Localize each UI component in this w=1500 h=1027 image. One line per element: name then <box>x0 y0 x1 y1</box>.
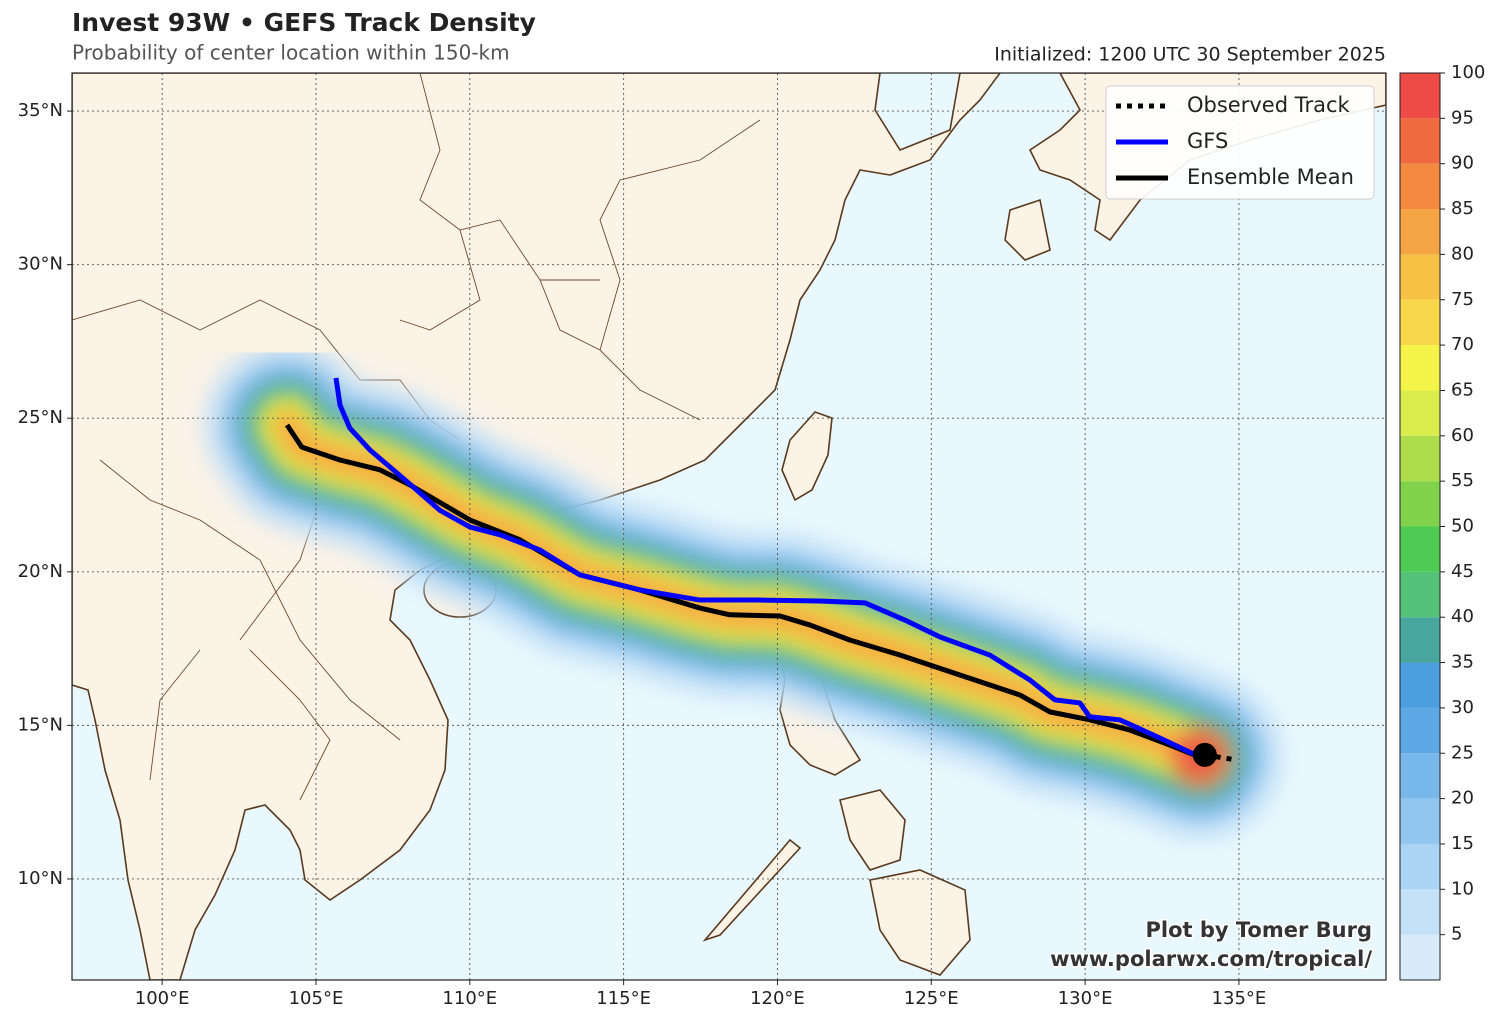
track <box>284 423 1201 760</box>
credit-url: www.polarwx.com/tropical/ <box>1050 947 1372 971</box>
x-tick-label: 110°E <box>442 988 497 1009</box>
legend-label: Observed Track <box>1187 93 1350 117</box>
current-position <box>1192 742 1217 767</box>
legend-label: GFS <box>1187 129 1228 153</box>
track <box>1204 752 1236 763</box>
colorbar-label: 95 <box>1451 107 1474 128</box>
title: Invest 93W • GEFS Track Density <box>72 8 536 37</box>
colorbar-bin <box>1400 390 1440 436</box>
colorbar-bin <box>1400 481 1440 527</box>
colorbar-label: 100 <box>1451 62 1485 83</box>
tracks <box>284 377 1236 767</box>
map-area <box>72 73 1386 980</box>
colorbar-bin <box>1400 707 1440 754</box>
x-tick-label: 135°E <box>1212 988 1267 1009</box>
colorbar-bin <box>1400 571 1440 618</box>
colorbar-bin <box>1400 345 1440 391</box>
colorbar-label: 65 <box>1451 379 1474 400</box>
y-tick-label: 25°N <box>18 407 63 428</box>
colorbar-bin <box>1400 118 1440 164</box>
mindanao <box>869 869 971 976</box>
colorbar: 5 10 15 20 25 30 35 40 45 50 55 60 65 70 75 80 85 90 95 100 <box>1399 62 1485 981</box>
borders <box>72 73 761 801</box>
colorbar-label: 60 <box>1451 425 1474 446</box>
colorbar-bin <box>1400 662 1440 708</box>
legend-box <box>1105 85 1375 200</box>
palawan <box>702 838 802 942</box>
colorbar-bin <box>1400 254 1440 300</box>
kyushu <box>1004 198 1051 261</box>
init-time: Initialized: 1200 UTC 30 September 2025 <box>994 44 1386 66</box>
x-tick-label: 100°E <box>135 988 190 1009</box>
colorbar-label: 20 <box>1451 788 1474 809</box>
track <box>333 377 1201 760</box>
colorbar-bin <box>1400 889 1440 935</box>
colorbar-label: 40 <box>1451 606 1474 627</box>
colorbar-label: 50 <box>1451 516 1474 537</box>
colorbar-bin <box>1400 299 1440 346</box>
colorbar-label: 70 <box>1451 334 1474 355</box>
y-tick-label: 20°N <box>18 561 63 582</box>
y-tick-label: 10°N <box>18 868 63 889</box>
colorbar-bin <box>1400 843 1440 890</box>
colorbar-label: 75 <box>1451 289 1474 310</box>
taiwan <box>781 411 833 502</box>
colorbar-label: 45 <box>1451 561 1474 582</box>
colorbar-bin <box>1400 753 1440 799</box>
y-tick-label: 35°N <box>18 100 63 121</box>
subtitle: Probability of center location within 15… <box>72 41 510 65</box>
colorbar-bin <box>1400 934 1440 980</box>
colorbar-bin <box>1400 73 1440 119</box>
x-tick-label: 105°E <box>289 988 344 1009</box>
colorbar-label: 90 <box>1451 153 1474 174</box>
colorbar-label: 25 <box>1451 742 1474 763</box>
y-tick-label: 30°N <box>18 254 63 275</box>
colorbar-label: 85 <box>1451 198 1474 219</box>
colorbar-label: 30 <box>1451 697 1474 718</box>
colorbar-bin <box>1400 526 1440 572</box>
legend-label: Ensemble Mean <box>1187 165 1354 189</box>
colorbar-bin <box>1400 163 1440 210</box>
colorbar-bin <box>1400 798 1440 844</box>
x-tick-label: 115°E <box>596 988 651 1009</box>
x-tick-label: 130°E <box>1058 988 1113 1009</box>
y-tick-label: 15°N <box>18 714 63 735</box>
colorbar-bin <box>1400 435 1440 482</box>
colorbar-label: 35 <box>1451 652 1474 673</box>
credit: Plot by Tomer Burg <box>1146 918 1373 942</box>
colorbar-bin <box>1400 617 1440 663</box>
legend: Observed Track GFS Ensemble Mean <box>1105 85 1375 200</box>
visayas <box>839 789 906 871</box>
colorbar-label: 55 <box>1451 470 1474 491</box>
map-frame <box>71 72 1387 981</box>
axes: 100°E 105°E 110°E 115°E 120°E 125°E 130°E 135°E… <box>18 100 1267 1009</box>
colorbar-label: 5 <box>1451 924 1462 945</box>
colorbar-bin <box>1400 209 1440 255</box>
x-tick-label: 120°E <box>750 988 805 1009</box>
colorbar-label: 80 <box>1451 243 1474 264</box>
colorbar-label: 15 <box>1451 833 1474 854</box>
x-tick-label: 125°E <box>904 988 959 1009</box>
grid <box>72 73 1386 980</box>
colorbar-label: 10 <box>1451 878 1474 899</box>
